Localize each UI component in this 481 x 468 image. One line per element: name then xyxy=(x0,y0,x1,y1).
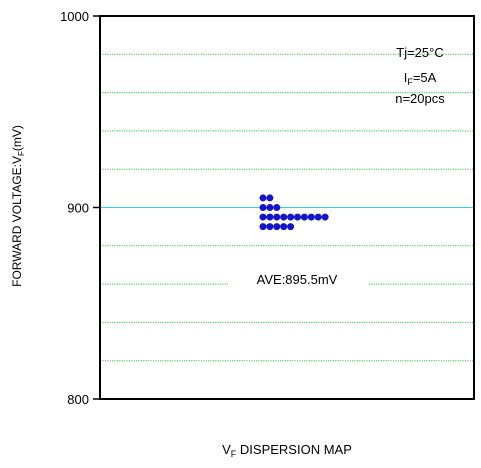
data-point xyxy=(280,213,288,221)
x-axis-label-sub: F xyxy=(231,449,237,459)
data-point xyxy=(266,204,274,211)
condition-temperature: Tj=25°C xyxy=(396,45,443,60)
condition-sample-count: n=20pcs xyxy=(395,91,445,106)
data-point xyxy=(280,223,288,231)
y-tick-label: 800 xyxy=(67,392,89,407)
data-point xyxy=(287,213,295,221)
data-point xyxy=(273,213,281,221)
y-axis-label-main: FORWARD VOLTAGE:V xyxy=(10,156,24,287)
conditions-box: Tj=25°C IF=5A n=20pcs xyxy=(395,45,445,106)
data-point xyxy=(259,223,267,231)
y-axis-label-sub: F xyxy=(17,151,26,156)
data-point xyxy=(259,204,267,211)
y-axis-label: FORWARD VOLTAGE:VF(mV) xyxy=(10,125,26,287)
data-point xyxy=(259,194,267,202)
data-point xyxy=(321,213,329,221)
x-axis-label: VF DISPERSION MAP xyxy=(222,442,352,459)
data-point xyxy=(294,213,301,221)
data-point xyxy=(287,223,295,231)
data-point xyxy=(259,213,267,221)
data-point xyxy=(314,213,322,221)
y-tick-label: 1000 xyxy=(60,9,89,24)
data-point xyxy=(266,194,274,202)
data-point xyxy=(273,204,281,211)
data-point xyxy=(266,213,274,221)
condition-current-sub: F xyxy=(407,77,413,87)
condition-current-main: I xyxy=(404,70,408,85)
data-point xyxy=(273,223,281,231)
condition-current-rest: =5A xyxy=(413,70,437,85)
data-points xyxy=(259,194,329,231)
data-point xyxy=(307,213,315,221)
average-label: AVE:895.5mV xyxy=(257,272,338,287)
average-label-background xyxy=(228,268,368,291)
data-point xyxy=(266,223,274,231)
condition-current: IF=5A xyxy=(404,70,437,87)
x-axis-label-main: V xyxy=(222,442,231,457)
y-axis-ticks: 800 900 1000 xyxy=(60,9,100,407)
x-axis-label-rest: DISPERSION MAP xyxy=(236,442,352,457)
data-point xyxy=(300,213,308,221)
y-tick-label: 900 xyxy=(67,201,89,216)
y-axis-label-rest: (mV) xyxy=(10,125,24,151)
